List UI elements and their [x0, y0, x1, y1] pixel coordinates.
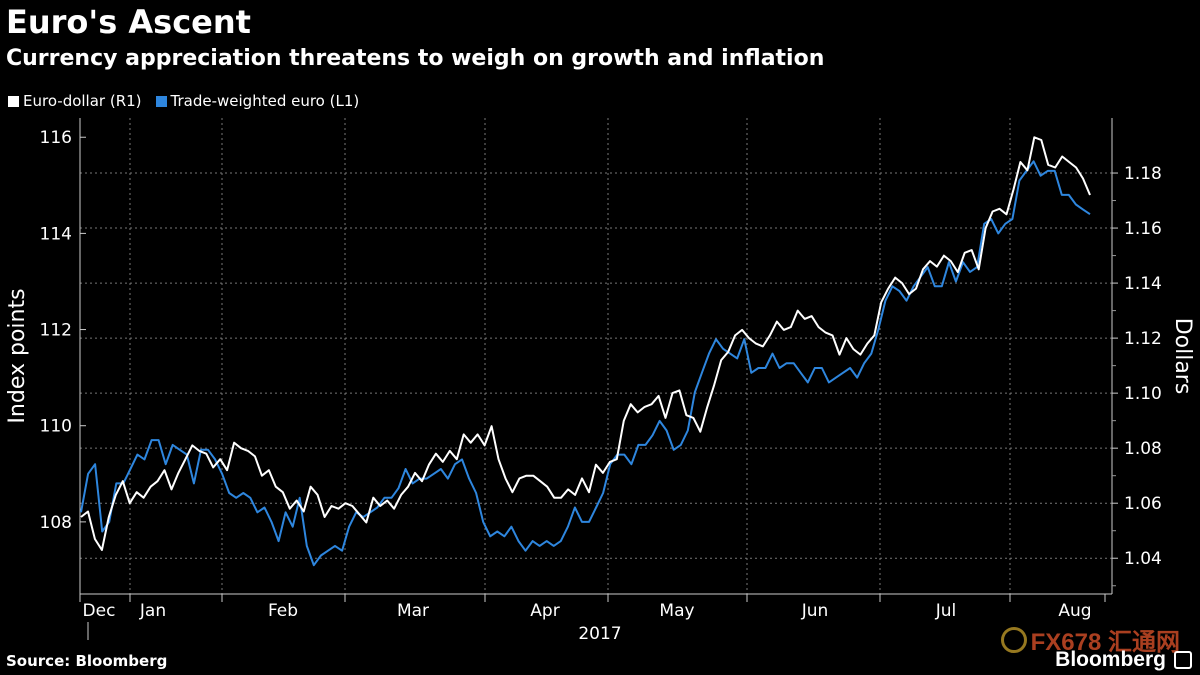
- x-tick-label-apr: Apr: [530, 601, 559, 621]
- y-axis-right-title: Dollars: [1170, 318, 1195, 395]
- x-tick-label-jun: Jun: [801, 601, 829, 621]
- left-tick-label-0: 108: [40, 513, 72, 533]
- legend-swatch-euro-dollar: [8, 95, 19, 107]
- watermark: FX678 汇通网: [1000, 622, 1180, 657]
- bloomberg-terminal-icon: [1174, 651, 1192, 669]
- left-tick-label-3: 114: [40, 224, 72, 244]
- source-note: Source: Bloomberg: [6, 652, 168, 670]
- watermark-text: FX678 汇通网: [1030, 629, 1180, 656]
- right-tick-label-4: 1.12: [1124, 329, 1162, 349]
- x-tick-label-mar: Mar: [397, 601, 429, 621]
- legend-swatch-trade-weighted: [155, 95, 167, 107]
- x-tick-label-aug: Aug: [1058, 601, 1091, 621]
- legend-item-trade-weighted: Trade-weighted euro (L1): [155, 90, 360, 112]
- bloomberg-logo: Bloomberg: [1055, 648, 1166, 671]
- legend-item-euro-dollar: Euro-dollar (R1): [8, 90, 142, 112]
- series-line-euro-dollar: [80, 136, 1091, 551]
- right-tick-label-1: 1.06: [1124, 494, 1162, 514]
- left-tick-label-1: 110: [40, 417, 72, 437]
- legend: Euro-dollar (R1) Trade-weighted euro (L1…: [8, 90, 359, 112]
- legend-label-euro-dollar: Euro-dollar (R1): [23, 92, 142, 110]
- right-tick-label-5: 1.14: [1124, 274, 1162, 294]
- right-tick-label-6: 1.16: [1124, 219, 1162, 239]
- x-axis-year-label: 2017: [578, 624, 621, 644]
- x-tick-label-jan: Jan: [139, 601, 166, 621]
- right-tick-label-2: 1.08: [1124, 439, 1162, 459]
- legend-label-trade-weighted: Trade-weighted euro (L1): [170, 92, 360, 110]
- x-tick-label-jul: Jul: [935, 601, 957, 621]
- x-tick-label-dec: Dec: [83, 601, 116, 621]
- watermark-logo-icon: [1000, 626, 1027, 653]
- x-tick-label-may: May: [659, 601, 694, 621]
- y-axis-left-title: Index points: [5, 288, 30, 423]
- chart-title: Euro's Ascent: [6, 3, 251, 41]
- right-tick-label-0: 1.04: [1124, 549, 1162, 569]
- right-tick-label-3: 1.10: [1124, 384, 1162, 404]
- left-tick-label-4: 116: [40, 128, 72, 148]
- right-tick-label-7: 1.18: [1124, 164, 1162, 184]
- series-line-trade-weighted-euro: [80, 160, 1091, 567]
- left-tick-label-2: 112: [40, 321, 72, 341]
- x-tick-label-feb: Feb: [268, 601, 298, 621]
- chart-subtitle: Currency appreciation threatens to weigh…: [6, 46, 825, 71]
